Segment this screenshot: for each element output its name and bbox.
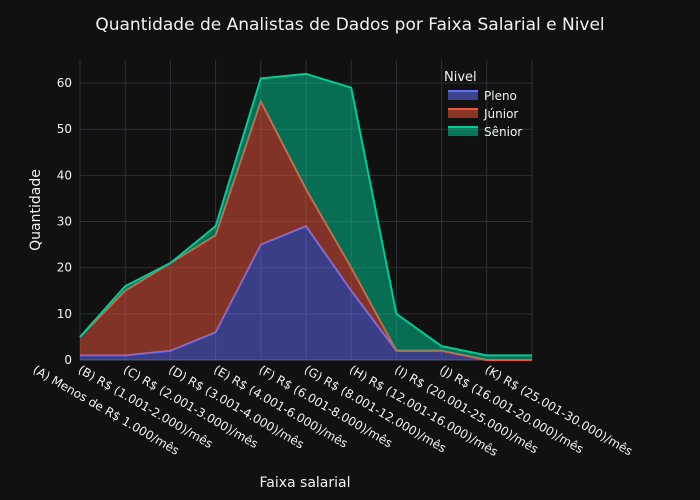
series-line-sênior xyxy=(79,72,532,357)
y-axis-label: Quantidade xyxy=(28,169,44,251)
y-tick-label: 50 xyxy=(57,122,72,136)
y-tick-label: 0 xyxy=(64,353,72,367)
area-sênior xyxy=(80,73,532,360)
legend-label-sênior[interactable]: Sênior xyxy=(484,125,522,139)
legend-title: Nivel xyxy=(444,70,477,85)
legend-swatch-sênior[interactable] xyxy=(448,127,478,136)
area-pleno xyxy=(80,226,532,360)
y-tick-label: 30 xyxy=(57,215,72,229)
area-júnior xyxy=(80,101,532,361)
x-axis-label: Faixa salarial xyxy=(259,475,350,491)
y-tick-label: 60 xyxy=(57,76,72,90)
legend-label-júnior[interactable]: Júnior xyxy=(483,107,518,121)
legend-label-pleno[interactable]: Pleno xyxy=(484,89,517,103)
y-tick-label: 10 xyxy=(57,307,72,321)
legend-items[interactable]: Pleno Júnior Sênior xyxy=(448,89,522,139)
chart-title: Quantidade de Analistas de Dados por Fai… xyxy=(95,15,604,35)
x-axis-ticks: (A) Menos de R$ 1.000/mês(B) R$ (1.001-2… xyxy=(31,362,635,459)
y-tick-label: 20 xyxy=(57,261,72,275)
legend[interactable]: Nivel Pleno Júnior Sênior xyxy=(444,70,522,139)
legend-swatch-júnior[interactable] xyxy=(448,109,478,118)
legend-swatch-pleno[interactable] xyxy=(448,91,478,100)
plot-area xyxy=(79,72,532,361)
y-tick-label: 40 xyxy=(57,168,72,182)
y-axis-ticks: 0 10 20 30 40 50 60 xyxy=(57,76,72,367)
